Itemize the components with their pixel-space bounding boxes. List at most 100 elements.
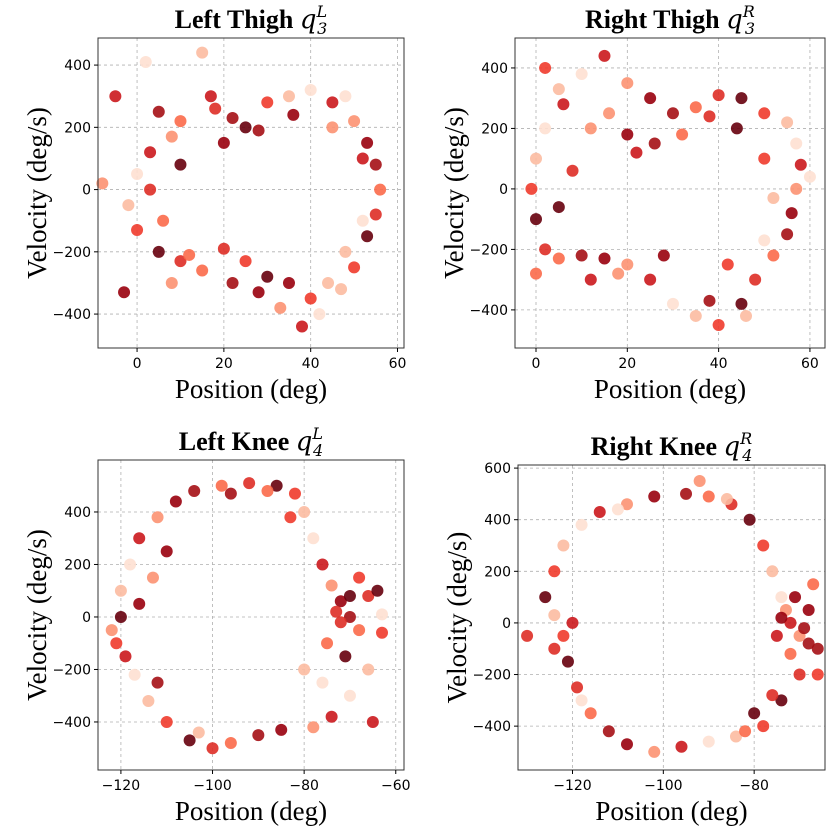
data-point xyxy=(209,102,222,115)
y-tick-label: −400 xyxy=(53,715,91,731)
data-point xyxy=(105,624,118,637)
data-point xyxy=(183,734,196,747)
data-point xyxy=(270,479,283,492)
data-point xyxy=(261,270,274,283)
y-tick-label: −200 xyxy=(470,242,508,258)
data-point xyxy=(321,637,334,650)
data-point xyxy=(139,55,152,68)
data-point xyxy=(339,245,352,258)
title-subscript: 4 xyxy=(741,446,752,465)
data-point xyxy=(575,67,588,80)
data-point xyxy=(644,273,657,286)
data-point xyxy=(712,319,725,332)
data-point xyxy=(151,676,164,689)
y-tick-label: 0 xyxy=(82,610,91,626)
data-point xyxy=(784,647,797,660)
data-point xyxy=(165,276,178,289)
data-point xyxy=(781,116,794,129)
data-point xyxy=(740,309,753,322)
data-point xyxy=(807,578,820,591)
data-point xyxy=(334,616,347,629)
data-point xyxy=(775,694,788,707)
data-point xyxy=(361,230,374,243)
data-point xyxy=(226,111,239,124)
data-point xyxy=(598,252,611,265)
data-point xyxy=(313,308,326,321)
plot-background xyxy=(518,465,825,770)
data-point xyxy=(557,629,570,642)
x-tick-label: −100 xyxy=(644,778,682,794)
data-point xyxy=(566,164,579,177)
data-point xyxy=(282,90,295,103)
title-text: Left Knee xyxy=(179,427,296,456)
data-point xyxy=(274,301,287,314)
data-point xyxy=(693,474,706,487)
data-point xyxy=(298,505,311,518)
data-point xyxy=(689,101,702,114)
x-tick-label: 60 xyxy=(801,356,819,372)
data-point xyxy=(530,267,543,280)
data-point xyxy=(275,723,288,736)
data-point xyxy=(630,146,643,159)
data-point xyxy=(539,243,552,256)
data-point xyxy=(666,297,679,310)
data-point xyxy=(243,477,256,490)
title-subscript: 3 xyxy=(317,19,327,38)
data-point xyxy=(598,49,611,62)
axes-frame xyxy=(514,37,826,349)
data-point xyxy=(775,591,788,604)
data-point xyxy=(119,650,132,663)
data-point xyxy=(304,83,317,96)
data-point xyxy=(612,267,625,280)
data-point xyxy=(142,694,155,707)
data-point xyxy=(790,137,803,150)
data-point xyxy=(552,201,565,214)
data-point xyxy=(114,610,127,623)
subplot-2: 0 20 40 60 −400 −200 0 200 400 Right Thigh qR 3 Pos… xyxy=(439,2,826,404)
y-axis-label: Velocity (deg/s) xyxy=(22,107,52,279)
data-point xyxy=(343,589,356,602)
data-point xyxy=(335,283,348,296)
data-point xyxy=(326,121,339,134)
axes-frame xyxy=(97,37,405,349)
data-point xyxy=(775,611,788,624)
data-point xyxy=(676,128,689,141)
title-superscript: R xyxy=(739,429,752,448)
data-point xyxy=(348,115,361,128)
data-point xyxy=(165,130,178,143)
data-point xyxy=(334,595,347,608)
data-point xyxy=(304,292,317,305)
title-subscript: 3 xyxy=(745,19,755,38)
subplot-title: Left Thigh qL 3 xyxy=(175,2,328,38)
data-point xyxy=(621,258,634,271)
data-point xyxy=(548,609,561,622)
data-point xyxy=(356,152,369,165)
x-axis-label: Position (deg) xyxy=(175,374,327,404)
axes-frame xyxy=(97,459,405,771)
x-tick-label: 20 xyxy=(215,356,233,372)
x-axis-label: Position (deg) xyxy=(175,796,327,826)
y-tick-label: −400 xyxy=(53,307,91,323)
y-axis-label: Velocity (deg/s) xyxy=(439,107,469,279)
data-point xyxy=(620,498,633,511)
data-point xyxy=(802,604,815,617)
y-tick-label: 0 xyxy=(82,183,91,199)
data-point xyxy=(110,637,123,650)
data-point xyxy=(343,610,356,623)
title-symbol: q xyxy=(724,432,741,462)
data-point xyxy=(192,726,205,739)
data-point xyxy=(584,122,597,135)
y-tick-label: −200 xyxy=(53,662,91,678)
x-tick-label: −100 xyxy=(193,778,231,794)
data-point xyxy=(204,90,217,103)
data-point xyxy=(339,90,352,103)
data-point xyxy=(603,107,616,120)
title-text: Right Knee xyxy=(591,432,724,461)
data-point xyxy=(703,294,716,307)
data-point xyxy=(602,725,615,738)
data-point xyxy=(793,668,806,681)
data-point xyxy=(521,629,534,642)
y-tick-label: −400 xyxy=(470,303,508,319)
data-point xyxy=(730,122,743,135)
